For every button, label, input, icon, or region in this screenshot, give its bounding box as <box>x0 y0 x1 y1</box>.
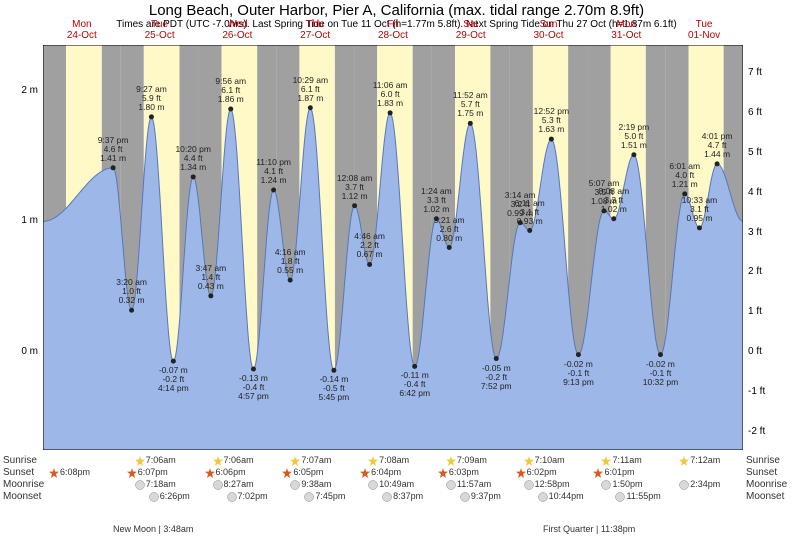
y-right-tick: 0 ft <box>748 346 788 357</box>
label-moonrise-left: Moonrise <box>3 479 44 490</box>
moonset-cell: 7:02pm <box>227 491 268 502</box>
moonrise-cell: 12:58pm <box>524 479 570 490</box>
sunset-cell: 6:02pm <box>516 467 557 478</box>
sunrise-cell: 7:08am <box>368 455 409 466</box>
day-header: Sun30-Oct <box>510 19 588 41</box>
moonrise-cell: 2:34pm <box>679 479 720 490</box>
new-moon-label: New Moon | 3:48am <box>113 524 193 534</box>
label-sunset-right: Sunset <box>746 467 777 478</box>
label-sunset-left: Sunset <box>3 467 34 478</box>
day-header: Wed26-Oct <box>199 19 277 41</box>
day-header: Tue25-Oct <box>121 19 199 41</box>
label-moonrise-right: Moonrise <box>746 479 787 490</box>
y-right-tick: 3 ft <box>748 227 788 238</box>
label-moonset-left: Moonset <box>3 491 41 502</box>
sunrise-cell: 7:06am <box>213 455 254 466</box>
sunrise-cell: 7:07am <box>290 455 331 466</box>
moonrise-cell: 10:49am <box>368 479 414 490</box>
label-moonset-right: Moonset <box>746 491 784 502</box>
y-right-tick: 5 ft <box>748 147 788 158</box>
y-right-tick: -2 ft <box>748 426 788 437</box>
day-header: Thu27-Oct <box>276 19 354 41</box>
plot-area: 0 m1 m2 m-2 ft-1 ft0 ft1 ft2 ft3 ft4 ft5… <box>43 45 743 450</box>
y-left-tick: 0 m <box>0 346 38 357</box>
moonrise-cell: 9:38am <box>290 479 331 490</box>
y-right-tick: 1 ft <box>748 306 788 317</box>
day-header: Mon31-Oct <box>587 19 665 41</box>
moonset-cell: 8:37pm <box>382 491 423 502</box>
moonrise-cell: 8:27am <box>213 479 254 490</box>
y-right-tick: 4 ft <box>748 187 788 198</box>
day-header: Tue01-Nov <box>665 19 743 41</box>
chart-title: Long Beach, Outer Harbor, Pier A, Califo… <box>0 0 793 19</box>
sun-moon-table: Sunrise Sunset Moonrise Moonset Sunrise … <box>43 455 743 525</box>
sunrise-cell: 7:09am <box>446 455 487 466</box>
day-header: Fri28-Oct <box>354 19 432 41</box>
day-header: Sat29-Oct <box>432 19 510 41</box>
y-right-tick: -1 ft <box>748 386 788 397</box>
sunset-cell: 6:03pm <box>438 467 479 478</box>
y-right-tick: 6 ft <box>748 107 788 118</box>
sunset-cell: 6:04pm <box>360 467 401 478</box>
sunrise-cell: 7:12am <box>679 455 720 466</box>
label-sunrise-right: Sunrise <box>746 455 780 466</box>
sunrise-cell: 7:06am <box>135 455 176 466</box>
sunset-cell: 6:01pm <box>593 467 634 478</box>
label-sunrise-left: Sunrise <box>3 455 37 466</box>
moonset-cell: 9:37pm <box>460 491 501 502</box>
day-header: Mon24-Oct <box>43 19 121 41</box>
tide-chart-container: Long Beach, Outer Harbor, Pier A, Califo… <box>0 0 793 539</box>
y-left-tick: 1 m <box>0 215 38 226</box>
y-left-tick: 2 m <box>0 85 38 96</box>
first-quarter-label: First Quarter | 11:38pm <box>543 524 635 534</box>
moonset-cell: 10:44pm <box>538 491 584 502</box>
sunset-cell: 6:05pm <box>282 467 323 478</box>
sunset-cell: 6:08pm <box>49 467 90 478</box>
moonset-cell: 11:55pm <box>615 491 660 502</box>
y-right-tick: 2 ft <box>748 266 788 277</box>
moonset-cell: 7:45pm <box>304 491 345 502</box>
sunrise-cell: 7:10am <box>524 455 565 466</box>
moonset-cell: 6:26pm <box>149 491 190 502</box>
moonrise-cell: 11:57am <box>446 479 491 490</box>
sunrise-cell: 7:11am <box>601 455 641 466</box>
sunset-cell: 6:06pm <box>205 467 246 478</box>
y-right-tick: 7 ft <box>748 67 788 78</box>
sunset-cell: 6:07pm <box>127 467 168 478</box>
moonrise-cell: 7:18am <box>135 479 176 490</box>
tide-svg <box>43 45 743 450</box>
moonrise-cell: 1:50pm <box>601 479 642 490</box>
